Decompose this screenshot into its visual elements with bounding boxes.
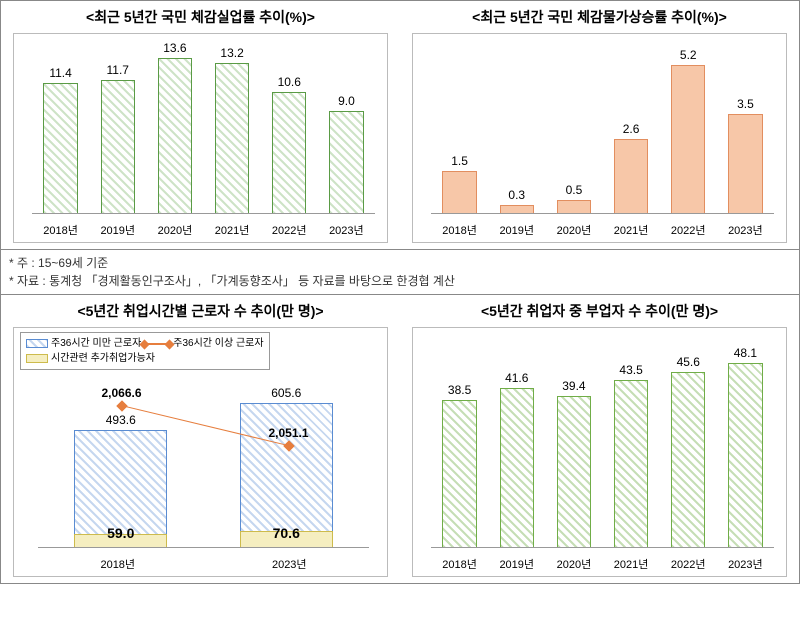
bar-value-label: 41.6 xyxy=(501,371,533,385)
footnotes: * 주 : 15~69세 기준 * 자료 : 통계청 「경제활동인구조사」, 「… xyxy=(1,249,799,294)
line-point-label: 2,051.1 xyxy=(268,426,308,440)
bar-value-label: 2.6 xyxy=(615,122,647,136)
x-tick-label: 2019년 xyxy=(100,222,135,238)
panel-inflation: <최근 5년간 국민 체감물가상승률 추이(%)> 1.5 0.3 0.5 2.6 5.… xyxy=(400,1,799,249)
x-tick-label: 2018년 xyxy=(43,222,78,238)
bar-value-label: 0.3 xyxy=(501,188,533,202)
x-tick-label: 2023년 xyxy=(204,556,376,572)
x-tick-label: 2018년 xyxy=(442,222,477,238)
bar: 38.5 xyxy=(442,400,476,548)
panel2-chart: 1.5 0.3 0.5 2.6 5.2 3.5 2018년 2019년 2020년 2021년 2… xyxy=(412,33,787,243)
bar: 43.5 xyxy=(614,380,648,548)
bar: 2.6 xyxy=(614,139,648,214)
x-tick-label: 2023년 xyxy=(728,222,763,238)
bar-inner: 59.0 xyxy=(74,534,167,548)
bar: 1.5 xyxy=(442,171,476,214)
footnote-2: * 자료 : 통계청 「경제활동인구조사」, 「가계동향조사」 등 자료를 바탕… xyxy=(9,272,791,290)
bar-value-label: 9.0 xyxy=(330,94,362,108)
panel1-chart: 11.4 11.7 13.6 13.2 10.6 9.0 2018년 2019년 2020년 2… xyxy=(13,33,388,243)
bar-outer-label: 493.6 xyxy=(75,413,166,427)
panel1-title: <최근 5년간 국민 체감실업률 추이(%)> xyxy=(1,1,400,29)
bar-inner-label: 70.6 xyxy=(241,525,332,541)
bar: 48.1 xyxy=(728,363,762,548)
panel3-legend: 주36시간 미만 근로자 주36시간 이상 근로자 시간관련 추가취업가능자 xyxy=(20,332,270,370)
x-tick-label: 2022년 xyxy=(671,222,706,238)
legend-label-extra: 시간관련 추가취업가능자 xyxy=(51,351,155,366)
x-tick-label: 2020년 xyxy=(557,222,592,238)
x-tick-label: 2020년 xyxy=(557,556,592,572)
x-tick-label: 2022년 xyxy=(671,556,706,572)
x-tick-label: 2023년 xyxy=(329,222,364,238)
legend-label-under36: 주36시간 미만 근로자 xyxy=(51,336,141,351)
panel3-title: <5년간 취업시간별 근로자 수 추이(만 명)> xyxy=(1,295,400,323)
x-tick-label: 2018년 xyxy=(32,556,204,572)
panel4-title: <5년간 취업자 중 부업자 수 추이(만 명)> xyxy=(400,295,799,323)
bar: 39.4 xyxy=(557,396,591,548)
bar-value-label: 11.4 xyxy=(44,66,76,80)
figure-container: <최근 5년간 국민 체감실업률 추이(%)> 11.4 11.7 13.6 13.2… xyxy=(0,0,800,584)
bar-value-label: 45.6 xyxy=(672,355,704,369)
bar-value-label: 10.6 xyxy=(273,75,305,89)
bar-outer-label: 605.6 xyxy=(241,386,332,400)
bar: 13.6 xyxy=(158,58,192,214)
bar-value-label: 48.1 xyxy=(729,346,761,360)
bar: 10.6 xyxy=(272,92,306,214)
bar: 11.4 xyxy=(43,83,77,214)
bar: 9.0 xyxy=(329,111,363,214)
footnote-1: * 주 : 15~69세 기준 xyxy=(9,254,791,272)
panel3-chart: 주36시간 미만 근로자 주36시간 이상 근로자 시간관련 추가취업가능자 4… xyxy=(13,327,388,577)
bar: 5.2 xyxy=(671,65,705,214)
panel-unemployment: <최근 5년간 국민 체감실업률 추이(%)> 11.4 11.7 13.6 13.2… xyxy=(1,1,400,249)
bar-value-label: 5.2 xyxy=(672,48,704,62)
bar-value-label: 0.5 xyxy=(558,183,590,197)
bar-value-label: 38.5 xyxy=(443,383,475,397)
legend-swatch-over36 xyxy=(144,343,170,345)
panel2-title: <최근 5년간 국민 체감물가상승률 추이(%)> xyxy=(400,1,799,29)
bar: 13.2 xyxy=(215,63,249,214)
bar-inner: 70.6 xyxy=(240,531,333,548)
x-tick-label: 2019년 xyxy=(499,556,534,572)
bar: 45.6 xyxy=(671,372,705,548)
bar-value-label: 3.5 xyxy=(729,97,761,111)
bar-inner-label: 59.0 xyxy=(75,525,166,541)
x-tick-label: 2023년 xyxy=(728,556,763,572)
panel-sidejob: <5년간 취업자 중 부업자 수 추이(만 명)> 38.5 41.6 39.4 43… xyxy=(400,295,799,583)
bar: 3.5 xyxy=(728,114,762,214)
x-tick-label: 2022년 xyxy=(272,222,307,238)
bar-value-label: 1.5 xyxy=(443,154,475,168)
panel4-chart: 38.5 41.6 39.4 43.5 45.6 48.1 2018년 2019년 2020년… xyxy=(412,327,787,577)
x-tick-label: 2019년 xyxy=(499,222,534,238)
legend-swatch-under36 xyxy=(26,339,48,348)
bar: 0.5 xyxy=(557,200,591,214)
bar-value-label: 13.6 xyxy=(159,41,191,55)
x-tick-label: 2021년 xyxy=(215,222,250,238)
bar-value-label: 11.7 xyxy=(102,63,134,77)
panel-workhours: <5년간 취업시간별 근로자 수 추이(만 명)> 주36시간 미만 근로자 주… xyxy=(1,295,400,583)
x-tick-label: 2021년 xyxy=(614,222,649,238)
bar-value-label: 43.5 xyxy=(615,363,647,377)
row-top: <최근 5년간 국민 체감실업률 추이(%)> 11.4 11.7 13.6 13.2… xyxy=(1,1,799,249)
bar: 11.7 xyxy=(101,80,135,214)
bar-value-label: 13.2 xyxy=(216,46,248,60)
legend-swatch-extra xyxy=(26,354,48,363)
bar-value-label: 39.4 xyxy=(558,379,590,393)
legend-label-over36: 주36시간 이상 근로자 xyxy=(173,336,263,351)
bar: 41.6 xyxy=(500,388,534,548)
line-point-label: 2,066.6 xyxy=(101,386,141,400)
x-tick-label: 2020년 xyxy=(158,222,193,238)
x-tick-label: 2021년 xyxy=(614,556,649,572)
x-tick-label: 2018년 xyxy=(442,556,477,572)
row-bottom: <5년간 취업시간별 근로자 수 추이(만 명)> 주36시간 미만 근로자 주… xyxy=(1,294,799,583)
